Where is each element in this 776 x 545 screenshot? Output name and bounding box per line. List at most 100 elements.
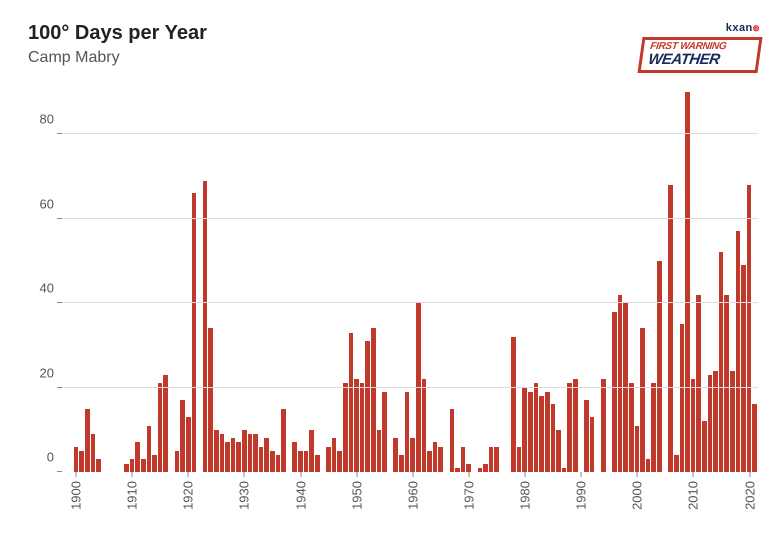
- bar: [483, 464, 488, 472]
- bar: [124, 464, 129, 472]
- bar: [410, 438, 415, 472]
- bar: [640, 328, 645, 472]
- bar: [601, 379, 606, 472]
- bar: [96, 459, 101, 472]
- x-tick-group: 1970: [461, 472, 476, 510]
- bar: [220, 434, 225, 472]
- grid-line: [62, 302, 758, 303]
- chart-subtitle: Camp Mabry: [28, 49, 207, 67]
- bar: [85, 409, 90, 472]
- bar: [259, 447, 264, 472]
- x-tick-group: 1990: [574, 472, 589, 510]
- bar: [741, 265, 746, 472]
- y-axis-label: 60: [40, 196, 54, 211]
- bar: [304, 451, 309, 472]
- bar: [696, 295, 701, 472]
- x-tick: [637, 472, 638, 477]
- x-tick-group: 2020: [742, 472, 757, 510]
- bar: [231, 438, 236, 472]
- chart-title: 100° Days per Year: [28, 22, 207, 45]
- bar: [528, 392, 533, 472]
- bar: [539, 396, 544, 472]
- bar: [489, 447, 494, 472]
- x-tick: [244, 472, 245, 477]
- bar: [724, 295, 729, 472]
- logo-brand: kxan๏: [640, 18, 760, 36]
- bar: [719, 252, 724, 472]
- bar: [292, 442, 297, 472]
- y-axis-label: 80: [40, 112, 54, 127]
- bar: [135, 442, 140, 472]
- bar: [685, 92, 690, 472]
- bar: [208, 328, 213, 472]
- bar: [354, 379, 359, 472]
- bar: [393, 438, 398, 472]
- x-axis-label: 1960: [405, 481, 420, 510]
- y-axis-label: 20: [40, 365, 54, 380]
- bar: [422, 379, 427, 472]
- x-axis-label: 1910: [125, 481, 140, 510]
- x-axis-label: 2020: [742, 481, 757, 510]
- station-logo: kxan๏ FIRST WARNING WEATHER: [640, 18, 760, 73]
- bar: [264, 438, 269, 472]
- bar: [281, 409, 286, 472]
- bar: [590, 417, 595, 472]
- bar: [450, 409, 455, 472]
- bar: [371, 328, 376, 472]
- bar: [382, 392, 387, 472]
- bar: [433, 442, 438, 472]
- bar: [147, 426, 152, 472]
- bar: [545, 392, 550, 472]
- bar: [298, 451, 303, 472]
- x-tick: [525, 472, 526, 477]
- x-tick: [132, 472, 133, 477]
- bar: [236, 442, 241, 472]
- x-tick-group: 1920: [181, 472, 196, 510]
- x-axis: 1900191019201930194019501960197019801990…: [62, 472, 758, 532]
- bar: [556, 430, 561, 472]
- x-axis-label: 1970: [461, 481, 476, 510]
- bar: [130, 459, 135, 472]
- bar: [551, 404, 556, 472]
- bar: [511, 337, 516, 472]
- x-axis-label: 1930: [237, 481, 252, 510]
- bar: [573, 379, 578, 472]
- x-tick-group: 1950: [349, 472, 364, 510]
- y-tick: [57, 387, 62, 388]
- x-tick-group: 1910: [125, 472, 140, 510]
- bar: [674, 455, 679, 472]
- bar: [253, 434, 258, 472]
- bar: [691, 379, 696, 472]
- bar: [702, 421, 707, 472]
- x-axis-label: 2010: [686, 481, 701, 510]
- bar: [242, 430, 247, 472]
- bar: [332, 438, 337, 472]
- bar: [79, 451, 84, 472]
- bar: [584, 400, 589, 472]
- bar: [158, 383, 163, 472]
- bar: [360, 383, 365, 472]
- grid-line: [62, 387, 758, 388]
- bar: [141, 459, 146, 472]
- x-tick: [468, 472, 469, 477]
- bar: [618, 295, 623, 472]
- bar: [337, 451, 342, 472]
- y-tick: [57, 302, 62, 303]
- bar: [427, 451, 432, 472]
- bars-group: [62, 92, 758, 472]
- grid-line: [62, 133, 758, 134]
- bar: [405, 392, 410, 472]
- x-tick-group: 1940: [293, 472, 308, 510]
- bar: [752, 404, 757, 472]
- signal-icon: ๏: [753, 22, 760, 34]
- bar: [180, 400, 185, 472]
- bar: [522, 388, 527, 472]
- bar: [203, 181, 208, 472]
- y-axis-label: 0: [47, 450, 54, 465]
- bar: [438, 447, 443, 472]
- bar: [567, 383, 572, 472]
- x-tick: [693, 472, 694, 477]
- bar: [399, 455, 404, 472]
- bar: [635, 426, 640, 472]
- x-axis-label: 1940: [293, 481, 308, 510]
